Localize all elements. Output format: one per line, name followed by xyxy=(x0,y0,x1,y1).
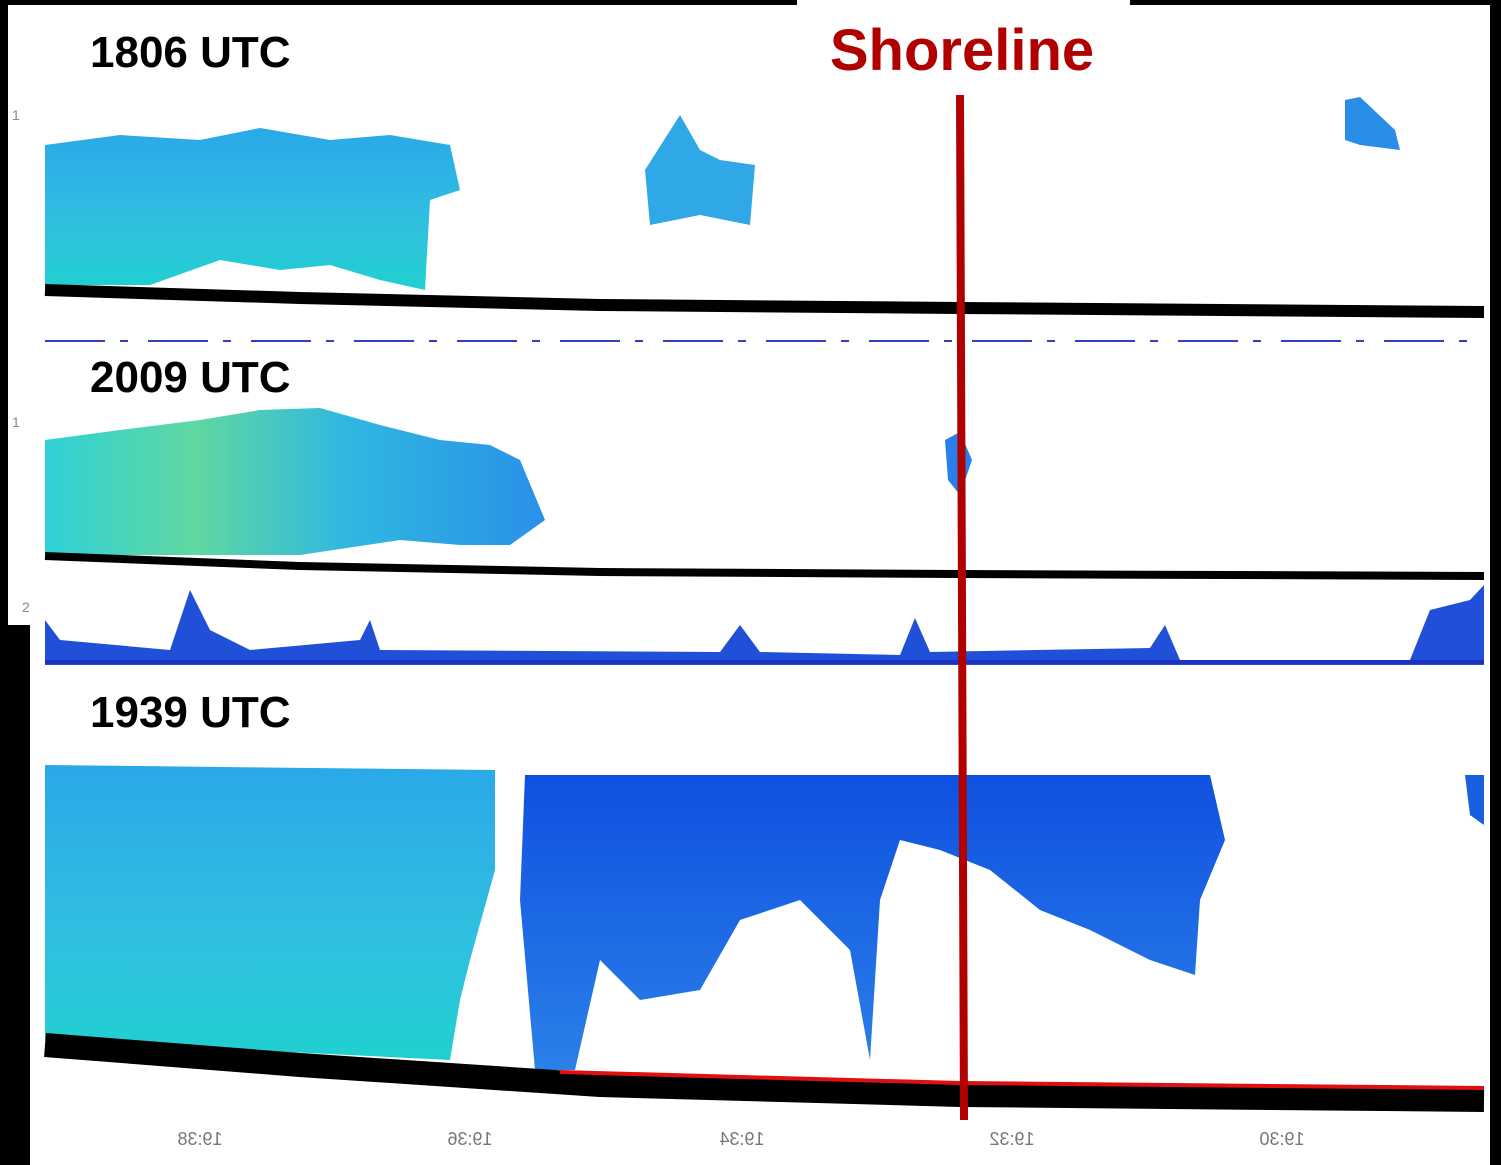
x-tick-label: 19:38 xyxy=(177,1129,222,1149)
echo xyxy=(45,585,1484,665)
x-tick-label: 19:34 xyxy=(719,1129,764,1149)
y-tick-label: 1 xyxy=(12,107,20,123)
panel-label: 2009 UTC xyxy=(90,353,291,402)
echo xyxy=(1345,97,1400,150)
y-tick-label: 1 xyxy=(12,414,20,430)
shoreline-box xyxy=(797,0,1130,10)
x-tick-label: 19:36 xyxy=(447,1129,492,1149)
echo xyxy=(45,128,460,290)
echo xyxy=(45,765,495,1060)
x-tick-label: 19:30 xyxy=(1259,1129,1304,1149)
shoreline-line xyxy=(956,94,968,1121)
panel-label: 1806 UTC xyxy=(90,28,291,77)
echo xyxy=(45,408,545,555)
echo xyxy=(1465,775,1484,825)
y-tick-label: 2 xyxy=(22,599,30,615)
echo xyxy=(520,775,1225,1070)
shoreline-label: Shoreline xyxy=(830,18,1094,83)
x-tick-label: 19:32 xyxy=(989,1129,1034,1149)
surface-band xyxy=(44,284,1485,318)
echo xyxy=(645,115,755,225)
surface-band xyxy=(44,552,1485,580)
panel-label: 1939 UTC xyxy=(90,688,291,737)
surface-band xyxy=(44,1033,1485,1112)
